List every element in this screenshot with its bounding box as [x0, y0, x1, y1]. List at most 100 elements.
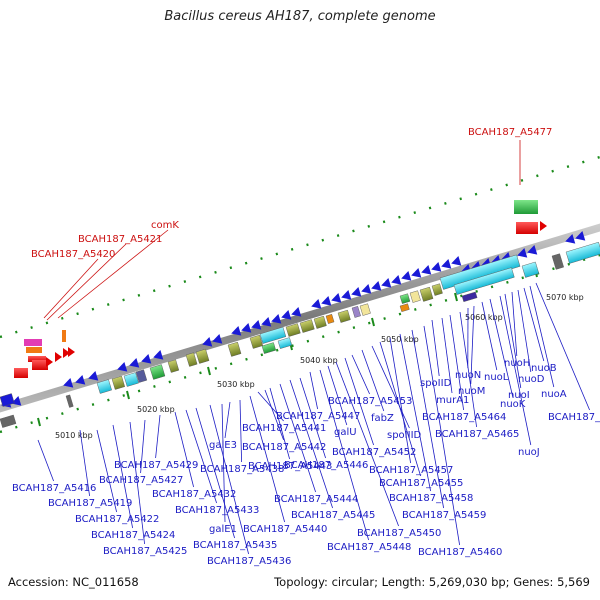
gene-label: nuoD [518, 374, 545, 385]
leader-line [389, 337, 411, 464]
leader-line [371, 345, 410, 429]
gene-label: BCAH187_A5453 [328, 396, 412, 407]
leader-line [309, 371, 318, 410]
gene-arrow [391, 275, 402, 285]
gene-label: BCAH187_A5458 [389, 493, 473, 504]
leader-line [239, 399, 242, 463]
leader-line [57, 229, 169, 319]
gene-block [285, 323, 301, 337]
gene-block [261, 342, 277, 354]
scale-labels: 5010 kbp 5020 kbp 5030 kbp 5040 kbp 5050 kbp… [55, 293, 584, 440]
gene-block [65, 394, 74, 408]
gene-block [26, 347, 42, 353]
gene-arrow [381, 278, 392, 288]
gene-label: BCAH187_A5444 [274, 494, 358, 505]
gene-arrow [441, 259, 452, 269]
gene-label: murA1 [436, 395, 469, 406]
gene-label: BCAH187_A5474 [548, 412, 600, 423]
gene-block [149, 364, 166, 380]
leader-line [279, 383, 316, 493]
gene-arrow [575, 231, 586, 241]
gene-arrow [331, 293, 342, 303]
gene-label: BCAH187_A5452 [332, 447, 416, 458]
gene-arrow [431, 262, 442, 272]
leader-line [327, 365, 348, 426]
gene-labels: BCAH187_A5477 comK BCAH187_A5421 BCAH187_A5… [12, 127, 600, 567]
gene-block [521, 261, 540, 278]
gene-arrow [251, 320, 262, 330]
gene-block [167, 359, 180, 373]
gene-label: BCAH187_A5425 [103, 546, 187, 557]
gene-arrow [117, 362, 128, 372]
gene-arrow [63, 348, 70, 358]
gene-block [399, 303, 410, 312]
leader-line [224, 401, 231, 439]
gene-label: nuoA [541, 389, 567, 400]
gene-block [514, 200, 538, 214]
gene-label: nuoN [455, 370, 481, 381]
gene-arrow [411, 268, 422, 278]
gene-label: BCAH187_A5464 [422, 412, 506, 423]
gene-arrow [55, 352, 62, 362]
leader-line [319, 369, 369, 541]
leader-line [269, 387, 290, 460]
gene-block [32, 360, 48, 370]
gene-block [0, 393, 15, 407]
gene-block [431, 283, 443, 296]
gene-label: BCAH187_A5450 [357, 528, 441, 539]
gene-label: BCAH187_A5435 [193, 540, 277, 551]
scale-label: 5050 kbp [381, 335, 419, 344]
gene-block [299, 319, 315, 333]
gene-label: fabZ [371, 413, 394, 424]
gene-label: BCAH187_A5433 [175, 505, 259, 516]
gene-block [135, 369, 148, 383]
leader-lines [37, 140, 590, 555]
gene-label: BCAH187_A5419 [48, 498, 132, 509]
gene-block [195, 348, 210, 364]
gene-label: BCAH187_A5443 [248, 461, 332, 472]
gene-arrow [291, 307, 302, 317]
leader-line [361, 349, 385, 412]
gene-block [551, 253, 564, 270]
gene-arrow [527, 245, 538, 255]
leader-line [209, 404, 249, 555]
gene-block [227, 341, 242, 357]
scale-tick [37, 417, 41, 427]
genome-backbone [0, 223, 600, 413]
scale-label: 5040 kbp [300, 356, 338, 365]
gene-block [516, 222, 538, 234]
gene-label: BCAH187_A5447 [276, 411, 360, 422]
leader-line [351, 354, 370, 395]
gene-label: BCAH187_A5465 [435, 429, 519, 440]
gene-arrow [141, 354, 152, 364]
gene-arrow [517, 248, 528, 258]
gene-label: BCAH187_A5438 [200, 464, 284, 475]
leader-line [489, 298, 514, 398]
gene-label: spoIID [420, 378, 452, 389]
leader-line [470, 305, 475, 385]
leader-line [37, 439, 54, 482]
gene-arrow [46, 357, 53, 367]
gene-block [0, 414, 17, 428]
gene-arrow [212, 334, 223, 344]
leader-line [529, 285, 555, 388]
leader-line [399, 333, 431, 492]
gene-block [123, 372, 139, 387]
scale-label: 5030 kbp [217, 380, 255, 389]
gene-label: BCAH187_A5440 [243, 524, 327, 535]
gene-label: BCAH187_A5441 [242, 423, 326, 434]
gene-arrow [565, 234, 576, 244]
leader-line [459, 311, 477, 428]
scale-tick [371, 317, 375, 327]
leader-line [264, 389, 284, 441]
leader-line [43, 258, 99, 319]
gene-arrow [129, 358, 140, 368]
leader-line [511, 291, 518, 357]
leader-line [79, 429, 90, 497]
gene-arrow [231, 326, 242, 336]
gene-block [249, 334, 264, 349]
gene-label: BCAH187_A5455 [379, 478, 463, 489]
scale-tick [454, 292, 458, 302]
scale-tick [207, 366, 211, 376]
